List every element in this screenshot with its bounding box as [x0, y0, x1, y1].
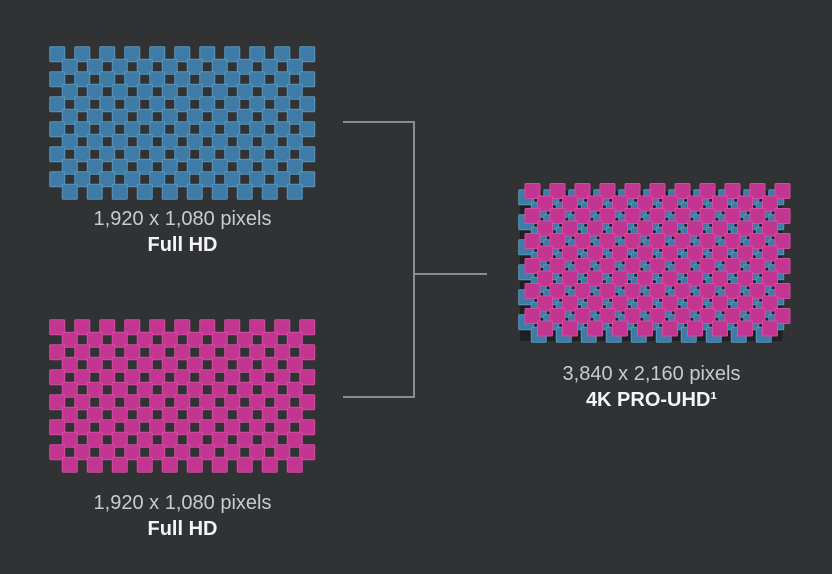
- format-label-4k: 4K PRO-UHD¹: [585, 389, 718, 411]
- format-label-pink: Full HD: [147, 518, 218, 540]
- caption-full-hd-pink: 1,920 x 1,080 pixels Full HD: [51, 490, 314, 542]
- connector-top-stub: [343, 121, 415, 123]
- format-label-blue: Full HD: [147, 234, 218, 256]
- resolution-label-blue: 1,920 x 1,080 pixels: [93, 208, 272, 230]
- resolution-label-pink: 1,920 x 1,080 pixels: [93, 492, 272, 514]
- caption-full-hd-blue: 1,920 x 1,080 pixels Full HD: [51, 206, 314, 258]
- connector-mid-arm: [415, 273, 487, 275]
- checkerboard-4k-combined: [518, 183, 791, 343]
- checkerboard-full-hd-blue: [49, 46, 316, 200]
- connector-bottom-stub: [343, 396, 415, 398]
- resolution-label-4k: 3,840 x 2,160 pixels: [562, 363, 741, 385]
- caption-4k-pro-uhd: 3,840 x 2,160 pixels 4K PRO-UHD¹: [520, 361, 783, 413]
- connector-vertical: [413, 121, 415, 398]
- checkerboard-full-hd-pink: [49, 319, 316, 473]
